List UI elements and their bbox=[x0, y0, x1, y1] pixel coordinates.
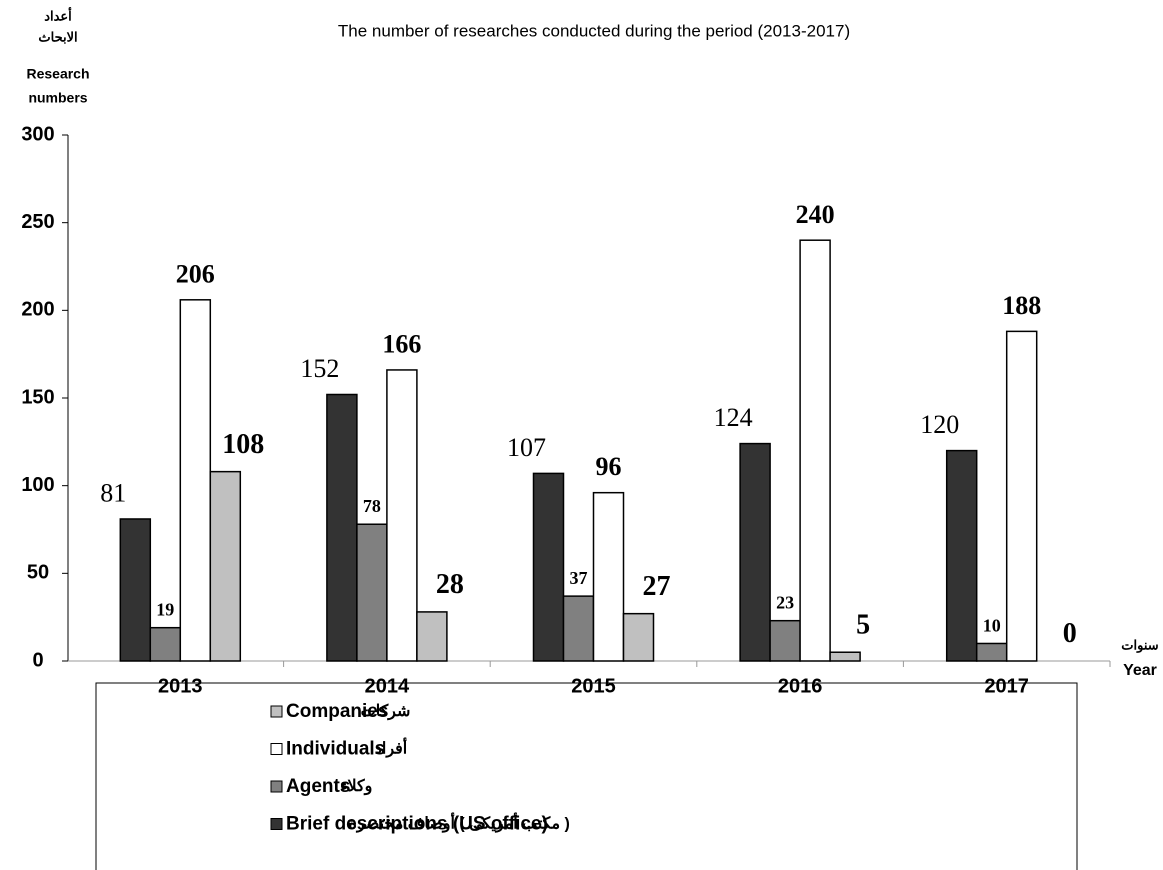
bar bbox=[179, 299, 212, 662]
bar bbox=[592, 491, 625, 662]
bar bbox=[532, 472, 565, 662]
data-label: 5 bbox=[856, 609, 870, 640]
data-label: 37 bbox=[570, 568, 588, 588]
data-label: 107 bbox=[507, 433, 546, 462]
bar bbox=[739, 442, 771, 662]
bar bbox=[386, 369, 418, 662]
legend-swatch bbox=[270, 818, 283, 830]
data-label: 78 bbox=[363, 496, 381, 516]
legend-label: Agents bbox=[286, 776, 350, 797]
legend-label: Individuals bbox=[286, 739, 385, 760]
y-tick-label: 0 bbox=[32, 649, 43, 671]
data-label: 124 bbox=[714, 403, 753, 432]
bar bbox=[945, 449, 978, 662]
bar bbox=[829, 651, 861, 662]
y-tick-label: 200 bbox=[21, 299, 54, 321]
data-label: 19 bbox=[156, 600, 174, 620]
legend-label-ar: وكلاء bbox=[340, 778, 372, 796]
legend-swatch bbox=[270, 743, 283, 755]
x-axis-label: Year bbox=[1123, 662, 1157, 679]
data-label: 152 bbox=[300, 354, 339, 383]
legend-label-ar: أفراد bbox=[375, 737, 408, 759]
x-tick-label: 2013 bbox=[158, 675, 203, 697]
bar bbox=[622, 612, 655, 662]
legend-swatch bbox=[270, 705, 283, 718]
y-axis-label: أعداد bbox=[44, 7, 72, 23]
legend-label-ar: شركات bbox=[361, 703, 411, 721]
y-axis-label: الابحاث bbox=[38, 29, 77, 44]
data-label: 108 bbox=[222, 429, 264, 460]
bar bbox=[769, 619, 801, 662]
data-label: 240 bbox=[796, 200, 835, 229]
y-axis-label: Research bbox=[26, 66, 89, 82]
bar bbox=[799, 239, 831, 662]
data-label: 28 bbox=[436, 569, 464, 600]
bar bbox=[356, 523, 388, 662]
chart-title: The number of researches conducted durin… bbox=[338, 21, 850, 40]
y-tick-label: 50 bbox=[27, 562, 49, 584]
legend-swatch bbox=[270, 780, 283, 793]
bar bbox=[416, 611, 448, 662]
x-tick-label: 2017 bbox=[984, 675, 1029, 697]
data-label: 96 bbox=[596, 452, 622, 481]
bar bbox=[209, 470, 242, 662]
bar bbox=[119, 518, 152, 662]
data-label: 166 bbox=[382, 330, 421, 359]
data-label: 27 bbox=[643, 571, 671, 602]
data-label: 10 bbox=[983, 615, 1001, 635]
y-tick-label: 100 bbox=[21, 474, 54, 496]
data-label: 206 bbox=[176, 259, 215, 288]
bar bbox=[1005, 330, 1038, 662]
x-tick-label: 2014 bbox=[365, 675, 410, 697]
x-tick-label: 2016 bbox=[778, 675, 823, 697]
legend-label-ar: ( مكتب أمريكى ) أوصاف مختصرة bbox=[349, 812, 570, 834]
data-label: 0 bbox=[1063, 618, 1077, 649]
legend-label: Companies bbox=[286, 701, 388, 722]
data-label: 23 bbox=[776, 593, 794, 613]
x-tick-label: 2015 bbox=[571, 675, 616, 697]
y-axis-label: numbers bbox=[28, 90, 87, 106]
y-tick-label: 150 bbox=[21, 386, 54, 408]
legend-box bbox=[95, 682, 1078, 870]
bar bbox=[326, 393, 358, 662]
bar bbox=[562, 595, 595, 662]
x-axis-label: سنوات bbox=[1121, 637, 1158, 653]
data-label: 188 bbox=[1002, 291, 1041, 320]
y-tick-label: 300 bbox=[21, 123, 54, 145]
data-label: 81 bbox=[100, 479, 126, 508]
data-label: 120 bbox=[920, 410, 959, 439]
bar bbox=[149, 626, 182, 662]
y-tick-label: 250 bbox=[21, 211, 54, 233]
bar bbox=[975, 642, 1008, 662]
legend-label: Brief descriptions (US office) bbox=[286, 814, 548, 835]
